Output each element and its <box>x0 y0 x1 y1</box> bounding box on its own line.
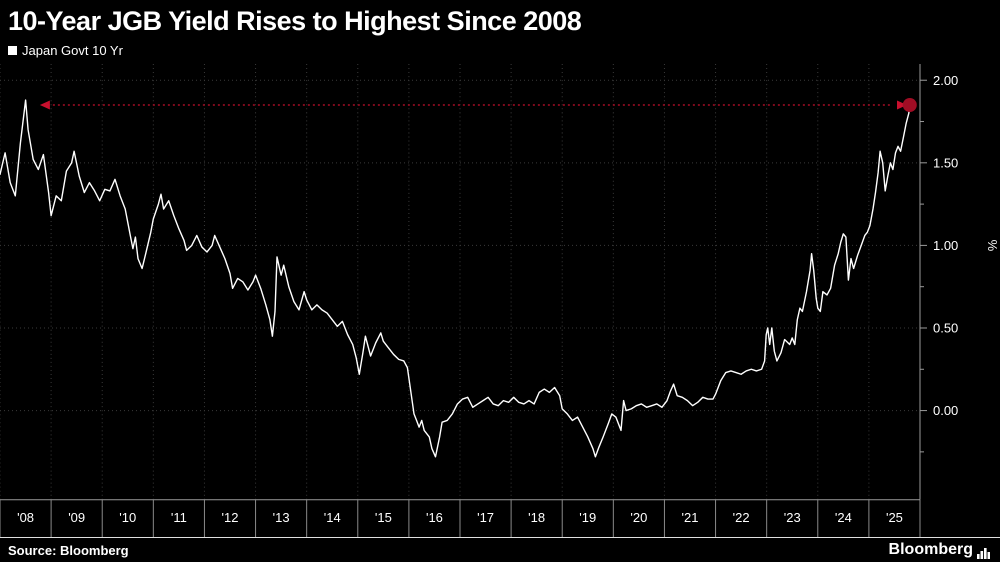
x-axis-tick-label: '14 <box>324 510 341 525</box>
y-axis-tick-label: 1.50 <box>933 155 958 170</box>
y-axis-tick-label: 2.00 <box>933 73 958 88</box>
x-axis-tick-label: '25 <box>886 510 903 525</box>
x-axis-tick-label: '20 <box>630 510 647 525</box>
x-axis-tick-label: '11 <box>171 510 187 525</box>
x-axis-tick-label: '13 <box>273 510 290 525</box>
x-axis-tick-label: '21 <box>682 510 699 525</box>
arrowhead-right-icon <box>897 100 907 110</box>
y-axis-tick-label: 0.50 <box>933 320 958 335</box>
legend-label: Japan Govt 10 Yr <box>22 43 123 58</box>
chart-footer: Source: Bloomberg Bloomberg <box>0 537 1000 562</box>
bloomberg-bars-icon <box>977 548 990 559</box>
y-axis-tick-label: 0.00 <box>933 403 958 418</box>
bloomberg-logo: Bloomberg <box>889 541 990 559</box>
x-axis-tick-label: '18 <box>528 510 545 525</box>
arrowhead-left-icon <box>39 100 50 110</box>
x-axis-tick-label: '24 <box>835 510 852 525</box>
x-axis-tick-label: '12 <box>222 510 239 525</box>
yield-line-series <box>0 99 911 458</box>
x-axis-tick-label: '08 <box>17 510 34 525</box>
chart-title: 10-Year JGB Yield Rises to Highest Since… <box>8 6 582 36</box>
line-chart: 2.00 1.50 1.00 0.50 0.00% '08 '09 '10 '11 '12 '13 '… <box>0 64 1000 537</box>
y-axis-tick-label: 1.00 <box>933 238 958 253</box>
chart-header: 10-Year JGB Yield Rises to Highest Since… <box>0 0 1000 64</box>
x-axis-tick-label: '16 <box>426 510 443 525</box>
x-axis-tick-label: '23 <box>784 510 801 525</box>
x-axis-tick-label: '17 <box>477 510 494 525</box>
bloomberg-wordmark: Bloomberg <box>888 541 973 558</box>
x-axis-tick-label: '10 <box>119 510 136 525</box>
x-axis-tick-label: '19 <box>579 510 596 525</box>
latest-point-marker <box>902 97 917 113</box>
legend: Japan Govt 10 Yr <box>8 43 990 58</box>
x-axis-tick-label: '09 <box>68 510 85 525</box>
x-axis-tick-label: '22 <box>733 510 750 525</box>
legend-swatch-icon <box>8 46 17 55</box>
source-label: Source: Bloomberg <box>8 542 129 558</box>
y-axis-unit-label: % <box>985 240 1000 252</box>
x-axis-tick-label: '15 <box>375 510 392 525</box>
